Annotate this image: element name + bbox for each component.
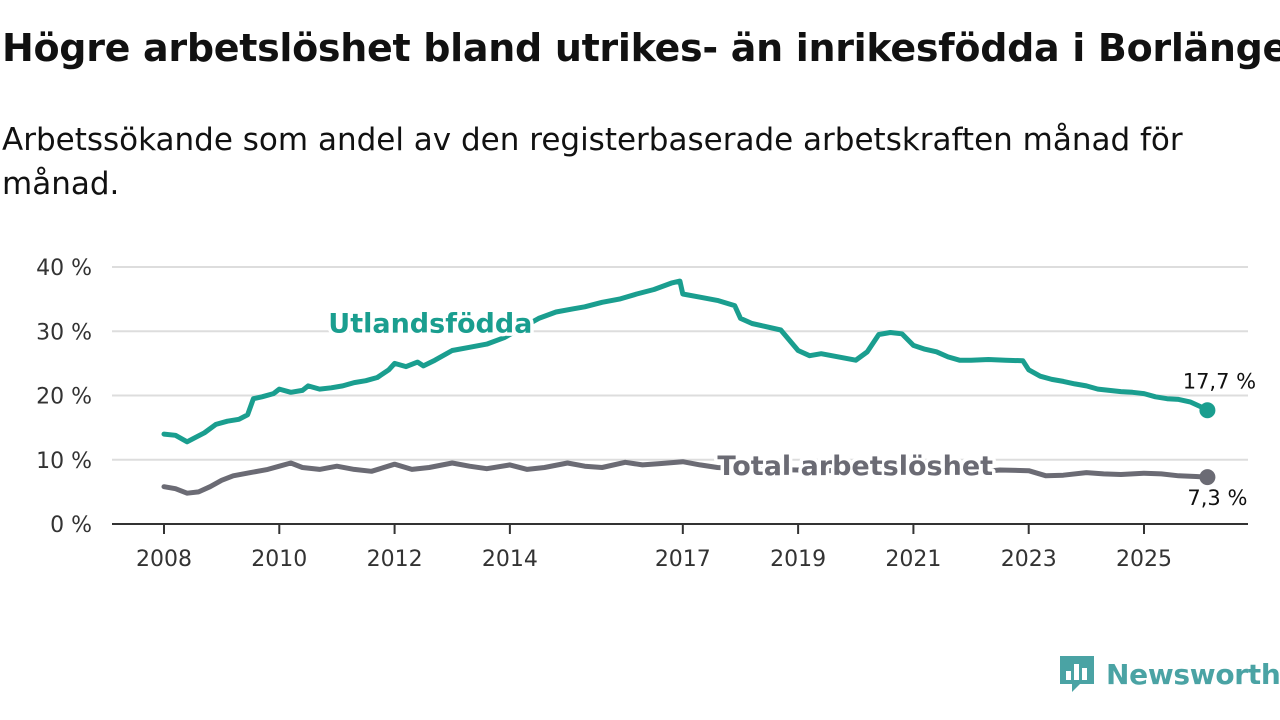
y-axis-ticks: 0 % 10 % 20 % 30 % 40 % (36, 256, 92, 538)
line-chart: 0 % 10 % 20 % 30 % 40 % 2008 2010 2012 2014 2017… (36, 256, 1256, 572)
utlandsfodda-end-point (1199, 402, 1216, 419)
y-tick-label: 20 % (36, 385, 92, 410)
x-axis: 2008 2010 2012 2014 2017 2019 2021 2023 2025 (112, 523, 1248, 572)
series-lines (161, 278, 1216, 496)
newsworthy-logo-icon (1060, 656, 1094, 692)
utlandsfodda-end-label: 17,7 % (1183, 369, 1256, 393)
y-tick-label: 10 % (36, 449, 92, 474)
total-series-label: Total arbetslöshet (717, 451, 993, 482)
x-tick-label: 2008 (136, 547, 192, 572)
utlandsfodda-line (161, 278, 1210, 445)
x-tick-label: 2010 (251, 547, 307, 572)
newsworthy-brand[interactable]: Newsworthy (1058, 652, 1280, 696)
x-tick-label: 2023 (1001, 547, 1057, 572)
chart-title: Högre arbetslöshet bland utrikes- än inr… (2, 26, 1280, 70)
utlandsfodda-series-label: Utlandsfödda (328, 309, 532, 340)
y-tick-label: 30 % (36, 320, 92, 345)
y-tick-label: 40 % (36, 256, 92, 281)
total-end-point (1199, 469, 1216, 486)
grid-lines (112, 266, 1248, 461)
x-tick-label: 2019 (770, 547, 826, 572)
y-tick-label: 0 % (50, 513, 92, 538)
x-tick-label: 2012 (367, 547, 423, 572)
total-end-label: 7,3 % (1187, 486, 1247, 510)
x-tick-label: 2025 (1116, 547, 1172, 572)
x-tick-label: 2021 (885, 547, 941, 572)
total-line (161, 459, 1210, 496)
x-tick-label: 2014 (482, 547, 538, 572)
brand-name: Newsworthy (1106, 657, 1280, 691)
x-tick-label: 2017 (655, 547, 711, 572)
series-labels: 17,7 % Utlandsfödda 7,3 % Total arbetslöshe… (325, 305, 1256, 510)
chart-subtitle: Arbetssökande som andel av den registerb… (2, 122, 1183, 202)
